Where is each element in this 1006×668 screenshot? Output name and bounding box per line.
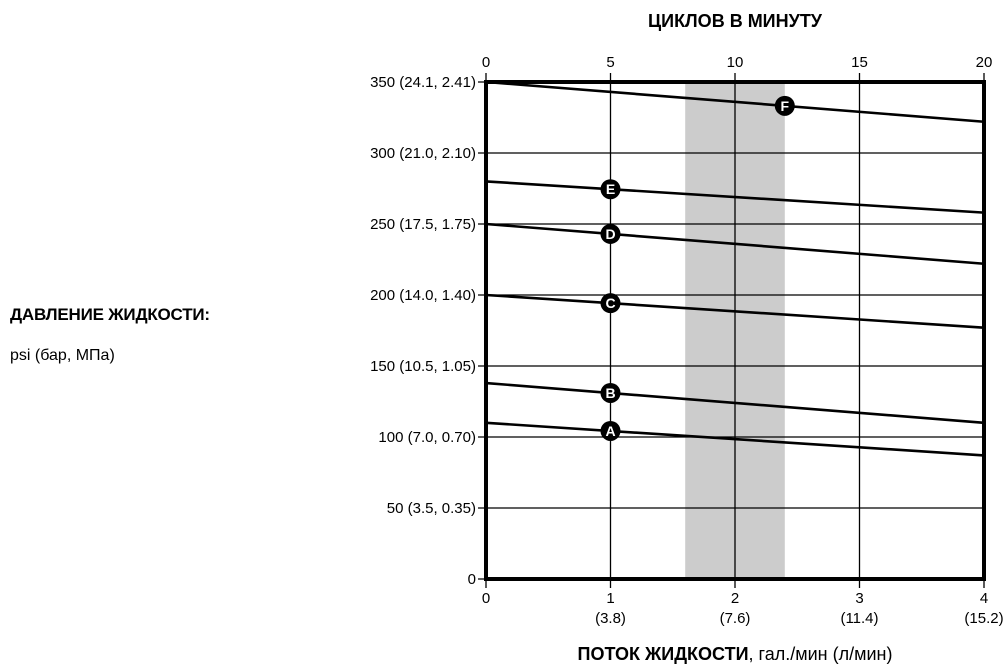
top-tick-label: 5 <box>606 54 614 71</box>
series-line-e <box>485 180 985 214</box>
y-tick-label: 350 (24.1, 2.41) <box>370 74 476 91</box>
top-tick-label: 0 <box>482 54 490 71</box>
series-marker-e <box>600 179 621 200</box>
series-marker-label: D <box>605 226 615 242</box>
top-tick-label: 15 <box>851 54 868 71</box>
x-tick-sublabel: (15.2) <box>964 610 1003 627</box>
y-tick-label: 300 (21.0, 2.10) <box>370 145 476 162</box>
series-line-a <box>485 421 985 457</box>
series-marker-label: B <box>605 385 615 401</box>
series-line-d <box>485 222 985 266</box>
series-line-c <box>485 293 985 329</box>
x-tick-sublabel: (3.8) <box>595 610 626 627</box>
top-tick-label: 20 <box>976 54 993 71</box>
series-marker-label: F <box>781 98 790 114</box>
series-marker-b <box>600 382 621 403</box>
top-axis-title: ЦИКЛОВ В МИНУТУ <box>648 11 823 31</box>
series-marker-f <box>774 95 795 116</box>
x-tick-label: 3 <box>855 590 863 607</box>
y-axis-label: ДАВЛЕНИЕ ЖИДКОСТИ: psi (бар, МПа) <box>10 305 210 365</box>
y-axis-units: psi (бар, МПа) <box>10 347 115 364</box>
series-line-f <box>485 80 985 124</box>
y-tick-label: 100 (7.0, 0.70) <box>378 429 476 446</box>
x-tick-label: 0 <box>482 590 490 607</box>
x-tick-sublabel: (11.4) <box>840 610 878 627</box>
x-axis-title-units: , гал./мин (л/мин) <box>749 644 893 664</box>
x-axis-title: ПОТОК ЖИДКОСТИ, гал./мин (л/мин) <box>578 644 893 664</box>
x-tick-label: 1 <box>606 590 614 607</box>
y-axis-title: ДАВЛЕНИЕ ЖИДКОСТИ: <box>10 305 210 324</box>
x-axis-title-bold: ПОТОК ЖИДКОСТИ <box>578 644 749 664</box>
x-tick-sublabel: (7.6) <box>720 610 751 627</box>
y-tick-label: 50 (3.5, 0.35) <box>387 500 476 517</box>
series-marker-label: C <box>605 295 615 311</box>
x-tick-label: 2 <box>731 590 739 607</box>
top-tick-label: 10 <box>727 54 744 71</box>
y-tick-label: 200 (14.0, 1.40) <box>370 287 476 304</box>
y-tick-label: 150 (10.5, 1.05) <box>370 358 476 375</box>
series-line-b <box>485 381 985 425</box>
series-marker-c <box>600 293 621 314</box>
y-tick-label: 0 <box>468 571 476 588</box>
plot-frame <box>484 80 986 581</box>
series-marker-label: A <box>605 423 615 439</box>
x-tick-label: 4 <box>980 590 988 607</box>
series-marker-d <box>600 223 621 244</box>
series-marker-label: E <box>606 181 615 197</box>
series-marker-a <box>600 420 621 441</box>
y-tick-label: 250 (17.5, 1.75) <box>370 216 476 233</box>
